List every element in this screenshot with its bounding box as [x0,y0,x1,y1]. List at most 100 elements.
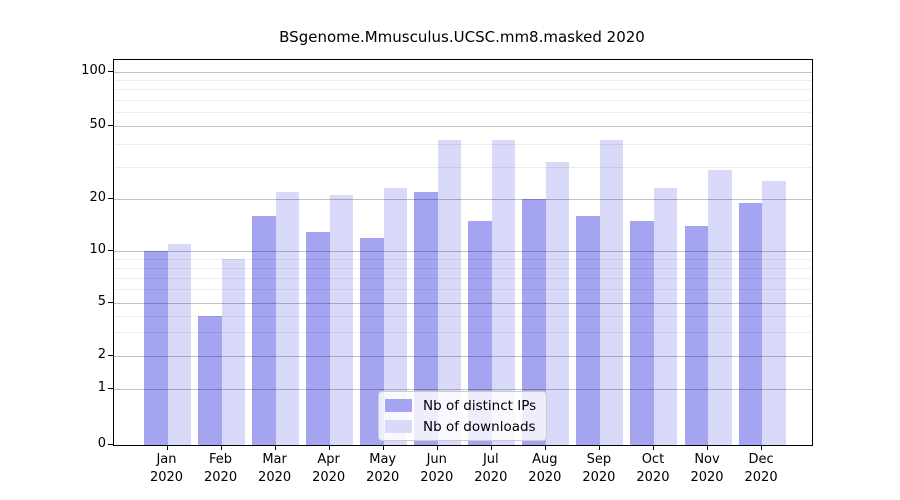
chart-title: BSgenome.Mmusculus.UCSC.mm8.masked 2020 [279,28,645,46]
y-tick-mark-50 [108,125,113,127]
x-tick-month: Feb [209,452,233,467]
x-tick-label-jun: Jun 2020 [397,451,477,487]
x-tick-month: Dec [748,452,774,467]
bar-downloads-jun [437,140,462,445]
gridline-minor-60 [114,111,812,113]
gridline-major-100 [114,71,812,73]
x-tick-mark-dec [761,445,763,451]
x-tick-mark-apr [328,445,330,451]
x-tick-mark-may [382,445,384,451]
x-tick-month: Jul [482,452,499,467]
x-tick-year: 2020 [258,470,292,485]
y-tick-mark-2 [108,355,113,357]
y-tick-label-2: 2 [97,347,106,363]
x-tick-mark-oct [652,445,655,451]
x-tick-year: 2020 [690,470,724,485]
gridline-minor-70 [114,99,812,101]
gridline-minor-40 [114,143,812,145]
bar-downloads-jul [491,140,516,445]
y-tick-label-5: 5 [97,293,106,309]
x-tick-year: 2020 [744,470,778,485]
x-tick-label-apr: Apr 2020 [289,451,369,487]
x-tick-year: 2020 [636,470,670,485]
x-tick-month: Mar [262,452,287,467]
y-tick-mark-5 [108,301,113,303]
y-tick-label-50: 50 [89,117,106,133]
x-tick-month: Jun [426,452,447,467]
x-tick-year: 2020 [366,470,400,485]
x-tick-year: 2020 [204,470,238,485]
y-tick-mark-1 [108,388,113,390]
legend-label-distinct-ips: Nb of distinct IPs [423,397,537,414]
x-tick-year: 2020 [582,470,616,485]
bar-distinct-ips-oct [630,220,654,445]
x-tick-year: 2020 [474,470,508,485]
x-tick-month: Sep [586,452,612,467]
bar-distinct-ips-sep [576,215,600,445]
x-tick-label-jan: Jan 2020 [127,451,207,487]
x-tick-mark-sep [598,445,601,451]
y-tick-label-0: 0 [97,436,106,451]
x-tick-mark-aug [544,445,547,451]
x-tick-year: 2020 [312,470,346,485]
x-tick-label-mar: Mar 2020 [235,451,315,487]
x-tick-label-feb: Feb 2020 [181,451,261,487]
bar-distinct-ips-jun [414,191,438,445]
bar-distinct-ips-jan [144,251,168,445]
x-tick-mark-mar [274,445,276,451]
x-tick-year: 2020 [528,470,562,485]
bar-distinct-ips-aug [522,199,546,445]
x-tick-mark-feb [220,445,222,451]
bar-downloads-aug [545,161,570,445]
bar-downloads-sep [599,140,624,445]
bar-downloads-nov [708,169,732,445]
x-tick-mark-jul [490,445,492,451]
x-tick-mark-jan [166,445,168,451]
x-tick-year: 2020 [420,470,454,485]
bar-distinct-ips-mar [252,215,276,445]
x-tick-mark-nov [707,445,709,451]
y-tick-mark-0 [108,444,113,446]
x-tick-month: Nov [694,452,720,467]
bar-downloads-oct [653,188,678,445]
x-tick-month: May [369,452,397,467]
y-tick-label-10: 10 [89,242,106,258]
x-tick-label-oct: Oct 2020 [613,451,693,487]
x-tick-month: Apr [317,452,340,467]
x-tick-month: Aug [532,452,558,467]
gridline-minor-90 [114,79,812,81]
bar-downloads-dec [762,181,786,445]
bar-downloads-apr [329,195,354,445]
legend-label-downloads: Nb of downloads [423,418,536,435]
gridline-major-50 [114,126,812,128]
x-tick-label-jul: Jul 2020 [451,451,531,487]
x-tick-year: 2020 [149,470,184,485]
legend-swatch-distinct-ips-icon [385,399,412,412]
x-tick-month: Jan [156,452,177,467]
legend-swatch-downloads-icon [385,420,412,433]
y-tick-mark-20 [108,198,113,200]
bar-distinct-ips-jul [468,220,492,445]
bar-distinct-ips-nov [684,225,708,445]
bar-distinct-ips-apr [306,231,330,445]
y-tick-label-20: 20 [89,190,106,206]
x-tick-label-may: May 2020 [343,451,423,487]
y-tick-mark-10 [108,250,113,252]
gridline-minor-30 [114,166,812,168]
bar-distinct-ips-may [360,237,384,445]
x-tick-label-aug: Aug 2020 [505,451,585,487]
bar-downloads-mar [275,191,300,445]
bar-downloads-may [383,188,408,445]
y-tick-label-100: 100 [81,62,106,78]
y-tick-label-1: 1 [97,380,106,396]
y-tick-mark-100 [108,70,113,72]
x-tick-label-sep: Sep 2020 [559,451,639,487]
bar-downloads-jan [167,244,191,445]
x-tick-label-nov: Nov 2020 [667,451,747,487]
bar-distinct-ips-dec [738,203,763,445]
legend-entry-downloads: Nb of downloads [385,418,536,435]
gridline-minor-80 [114,89,812,91]
x-tick-label-dec: Dec 2020 [721,451,801,487]
legend-entry-distinct-ips: Nb of distinct IPs [385,397,536,414]
